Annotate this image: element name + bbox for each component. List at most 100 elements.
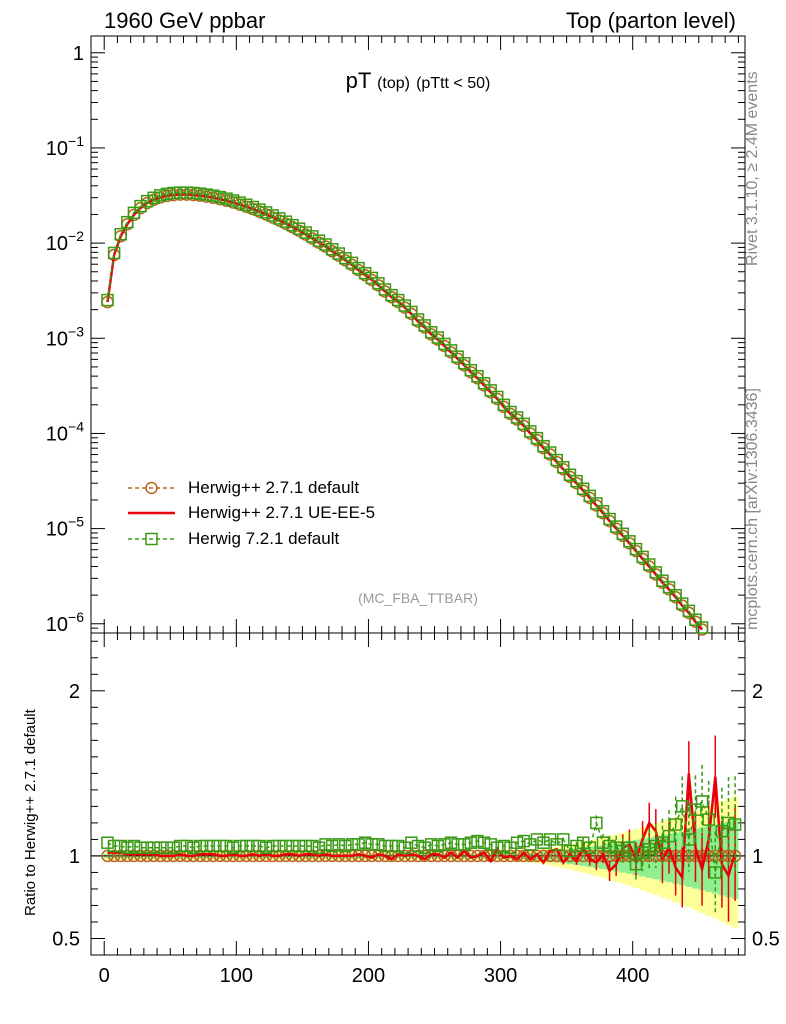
ratio-data-point	[173, 839, 187, 853]
data-point	[497, 398, 511, 412]
ratio-data-point	[642, 843, 656, 856]
ratio-data-point	[497, 839, 511, 853]
ratio-data-point	[239, 839, 253, 853]
series-line	[106, 191, 703, 628]
ratio-data-point	[306, 839, 319, 853]
tick-base: 1	[73, 43, 84, 65]
data-point	[491, 390, 504, 404]
data-point	[306, 230, 319, 243]
ratio-data-point	[220, 839, 233, 853]
tick-exponent: −4	[68, 418, 84, 434]
ratio-y-tick-label-right: 0.5	[752, 928, 780, 950]
ratio-data-point	[121, 841, 134, 854]
data-point	[649, 566, 663, 579]
ratio-data-point	[596, 836, 610, 849]
data-point	[154, 189, 167, 202]
data-point	[312, 234, 326, 247]
legend-label-herwigpp-default: Herwig++ 2.7.1 default	[188, 478, 360, 497]
ratio-data-point	[438, 838, 451, 851]
ratio-data-point	[253, 839, 266, 853]
data-point	[246, 200, 260, 214]
data-point	[147, 191, 161, 205]
data-point	[656, 574, 669, 587]
data-point	[471, 369, 484, 383]
tick-base: 10	[46, 423, 68, 445]
ratio-data-point	[484, 838, 497, 851]
ratio-data-point	[233, 839, 246, 853]
ratio-data-point	[312, 841, 326, 854]
ratio-data-point	[464, 836, 478, 849]
ratio-data-point	[385, 839, 398, 853]
ratio-data-point	[557, 833, 570, 846]
ratio-data-point	[266, 839, 279, 853]
ratio-data-point	[246, 839, 260, 853]
ratio-reference-point	[312, 849, 326, 863]
ratio-data-point	[226, 841, 240, 854]
ratio-data-point	[616, 844, 630, 858]
title-main: pT	[345, 68, 371, 93]
legend-label-herwigpp-ueee5: Herwig++ 2.7.1 UE-EE-5	[188, 503, 376, 522]
data-point	[259, 206, 273, 219]
legend	[128, 481, 175, 546]
ratio-data-point	[292, 839, 306, 853]
ratio-data-point	[325, 839, 339, 853]
main-y-tick-label: 10−3	[46, 323, 84, 350]
ratio-data-point	[695, 795, 709, 808]
data-point	[286, 218, 299, 232]
data-point	[537, 439, 550, 453]
data-point	[623, 535, 636, 548]
ratio-data-point	[444, 836, 458, 849]
ratio-data-point	[332, 838, 345, 851]
ratio-data-point	[603, 839, 616, 853]
x-tick-label: 200	[352, 965, 385, 987]
ratio-data-point	[570, 839, 583, 853]
ratio-data-point	[114, 839, 127, 853]
data-point	[570, 474, 583, 488]
ratio-data-point	[656, 836, 669, 849]
ratio-data-point	[471, 834, 484, 848]
ratio-data-point	[286, 839, 299, 853]
data-point	[642, 558, 656, 571]
tick-exponent: −5	[68, 514, 84, 530]
ratio-reference-point	[530, 849, 544, 863]
data-point	[273, 212, 286, 225]
data-point	[557, 461, 570, 474]
data-point	[444, 344, 458, 357]
tick-exponent: −2	[68, 228, 84, 244]
data-point	[332, 247, 345, 260]
series-line	[106, 193, 704, 631]
ratio-data-point	[154, 841, 167, 854]
ratio-reference-point	[517, 849, 530, 863]
main-y-tick-label: 10−6	[46, 609, 84, 636]
ratio-data-point	[418, 841, 431, 854]
data-point	[233, 196, 246, 209]
ratio-data-point	[378, 839, 392, 853]
main-y-tick-label: 10−2	[46, 228, 84, 255]
data-point	[200, 188, 213, 201]
ratio-data-point	[649, 839, 663, 853]
main-panel	[101, 186, 709, 636]
data-point	[682, 604, 696, 618]
ratio-data-point	[636, 846, 649, 859]
series-line	[106, 193, 703, 630]
ratio-data-point	[299, 839, 312, 853]
ratio-data-point	[702, 813, 715, 826]
ratio-frame	[90, 632, 746, 956]
ratio-y-tick-label-right: 2	[752, 681, 763, 703]
ratio-reference-point	[127, 849, 141, 863]
tick-base: 10	[46, 614, 68, 636]
ratio-data-point	[127, 839, 141, 853]
data-point	[477, 377, 491, 390]
data-point	[140, 194, 154, 208]
ratio-data-point	[206, 839, 220, 853]
tick-base: 10	[46, 138, 68, 160]
ratio-data-point	[405, 836, 418, 849]
data-point	[299, 226, 312, 239]
x-tick-label: 100	[220, 965, 253, 987]
ratio-data-point	[689, 803, 702, 816]
data-point	[590, 497, 603, 510]
data-point	[662, 581, 676, 594]
ratio-data-point	[358, 836, 372, 849]
ratio-data-point	[477, 836, 491, 849]
